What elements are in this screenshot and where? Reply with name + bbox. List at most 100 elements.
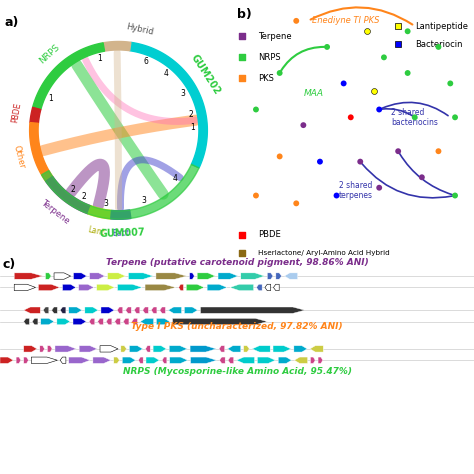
Polygon shape xyxy=(88,206,111,219)
FancyArrow shape xyxy=(85,307,98,313)
Point xyxy=(238,231,246,238)
Text: Terpene: Terpene xyxy=(258,32,292,41)
FancyArrow shape xyxy=(237,357,255,364)
FancyArrow shape xyxy=(52,307,57,313)
FancyArrow shape xyxy=(146,346,150,352)
Polygon shape xyxy=(111,210,131,219)
FancyArrow shape xyxy=(43,307,49,313)
Point xyxy=(252,191,260,199)
FancyArrow shape xyxy=(267,273,273,279)
FancyArrow shape xyxy=(151,307,157,313)
Text: 1: 1 xyxy=(191,123,195,132)
FancyArrow shape xyxy=(184,307,198,313)
FancyArrow shape xyxy=(69,357,90,364)
FancyArrow shape xyxy=(73,319,86,325)
Point xyxy=(451,113,459,121)
FancyArrow shape xyxy=(190,273,194,279)
FancyArrow shape xyxy=(156,273,187,279)
FancyArrow shape xyxy=(32,319,38,325)
FancyArrow shape xyxy=(310,346,323,352)
Point xyxy=(238,33,246,40)
FancyArrow shape xyxy=(31,357,57,364)
FancyArrow shape xyxy=(24,357,28,364)
Point xyxy=(292,200,300,207)
FancyArrow shape xyxy=(241,273,264,279)
Text: 2: 2 xyxy=(189,110,194,119)
Point xyxy=(364,27,371,35)
FancyArrow shape xyxy=(318,357,323,364)
FancyArrow shape xyxy=(126,307,131,313)
FancyArrow shape xyxy=(162,357,167,364)
Text: 1: 1 xyxy=(49,94,54,103)
FancyArrow shape xyxy=(14,284,36,291)
Point xyxy=(316,158,324,165)
Text: GUM007: GUM007 xyxy=(99,228,145,239)
Point xyxy=(347,113,355,121)
FancyArrow shape xyxy=(14,273,43,279)
Point xyxy=(394,147,402,155)
FancyArrow shape xyxy=(143,307,148,313)
FancyArrow shape xyxy=(146,357,159,364)
FancyArrow shape xyxy=(284,273,298,279)
FancyArrow shape xyxy=(310,357,315,364)
FancyArrow shape xyxy=(219,357,225,364)
FancyArrow shape xyxy=(207,284,227,291)
Text: Terpene: Terpene xyxy=(39,198,71,226)
FancyArrow shape xyxy=(98,319,103,325)
FancyArrow shape xyxy=(201,307,305,313)
Point xyxy=(435,147,442,155)
FancyArrow shape xyxy=(108,273,126,279)
FancyArrow shape xyxy=(57,319,70,325)
Text: NRPS (Mycosporine-like Amino Acid, 95.47%): NRPS (Mycosporine-like Amino Acid, 95.47… xyxy=(122,367,352,376)
FancyArrow shape xyxy=(47,346,52,352)
Point xyxy=(418,173,426,181)
FancyArrow shape xyxy=(173,319,267,325)
Text: Lant.: Lant. xyxy=(87,225,108,238)
Polygon shape xyxy=(30,123,53,182)
FancyArrow shape xyxy=(145,284,176,291)
FancyArrow shape xyxy=(118,284,142,291)
FancyArrow shape xyxy=(24,307,40,313)
Point xyxy=(238,74,246,82)
FancyArrow shape xyxy=(73,273,87,279)
FancyArrow shape xyxy=(294,357,308,364)
FancyArrow shape xyxy=(38,284,60,291)
Text: 2: 2 xyxy=(81,191,86,201)
Point xyxy=(333,191,340,199)
FancyArrow shape xyxy=(24,319,29,325)
FancyArrow shape xyxy=(168,307,182,313)
FancyArrow shape xyxy=(276,273,282,279)
Text: NRPS: NRPS xyxy=(37,42,61,65)
Text: Type I PKS (uncharacterized, 97.82% ANI): Type I PKS (uncharacterized, 97.82% ANI) xyxy=(131,322,343,330)
Text: 1: 1 xyxy=(97,54,101,63)
Point xyxy=(380,54,388,61)
Text: a): a) xyxy=(4,16,18,29)
Point xyxy=(356,158,364,165)
Text: 3: 3 xyxy=(142,196,146,205)
Text: c): c) xyxy=(2,258,16,271)
FancyArrow shape xyxy=(230,284,254,291)
FancyArrow shape xyxy=(16,357,21,364)
FancyArrow shape xyxy=(265,284,271,291)
Point xyxy=(404,69,411,77)
Point xyxy=(394,41,402,48)
Point xyxy=(276,69,283,77)
FancyArrow shape xyxy=(252,346,270,352)
Text: Hserlactone/ Aryl-Amino Acid Hybrid: Hserlactone/ Aryl-Amino Acid Hybrid xyxy=(258,250,390,256)
Text: 2 shared
terpenes: 2 shared terpenes xyxy=(338,181,373,200)
Text: Bacteriocin: Bacteriocin xyxy=(415,40,462,49)
Polygon shape xyxy=(30,107,41,123)
Text: MAA: MAA xyxy=(303,90,323,99)
Point xyxy=(238,249,246,257)
Polygon shape xyxy=(33,43,105,109)
FancyArrow shape xyxy=(228,357,234,364)
FancyArrow shape xyxy=(186,284,204,291)
Polygon shape xyxy=(130,42,207,168)
Polygon shape xyxy=(103,42,131,51)
FancyArrow shape xyxy=(40,346,45,352)
FancyArrow shape xyxy=(106,319,112,325)
FancyArrow shape xyxy=(90,273,105,279)
Text: Enediyne TI PKS: Enediyne TI PKS xyxy=(312,17,380,26)
Text: 3: 3 xyxy=(181,89,185,98)
FancyArrow shape xyxy=(129,346,143,352)
